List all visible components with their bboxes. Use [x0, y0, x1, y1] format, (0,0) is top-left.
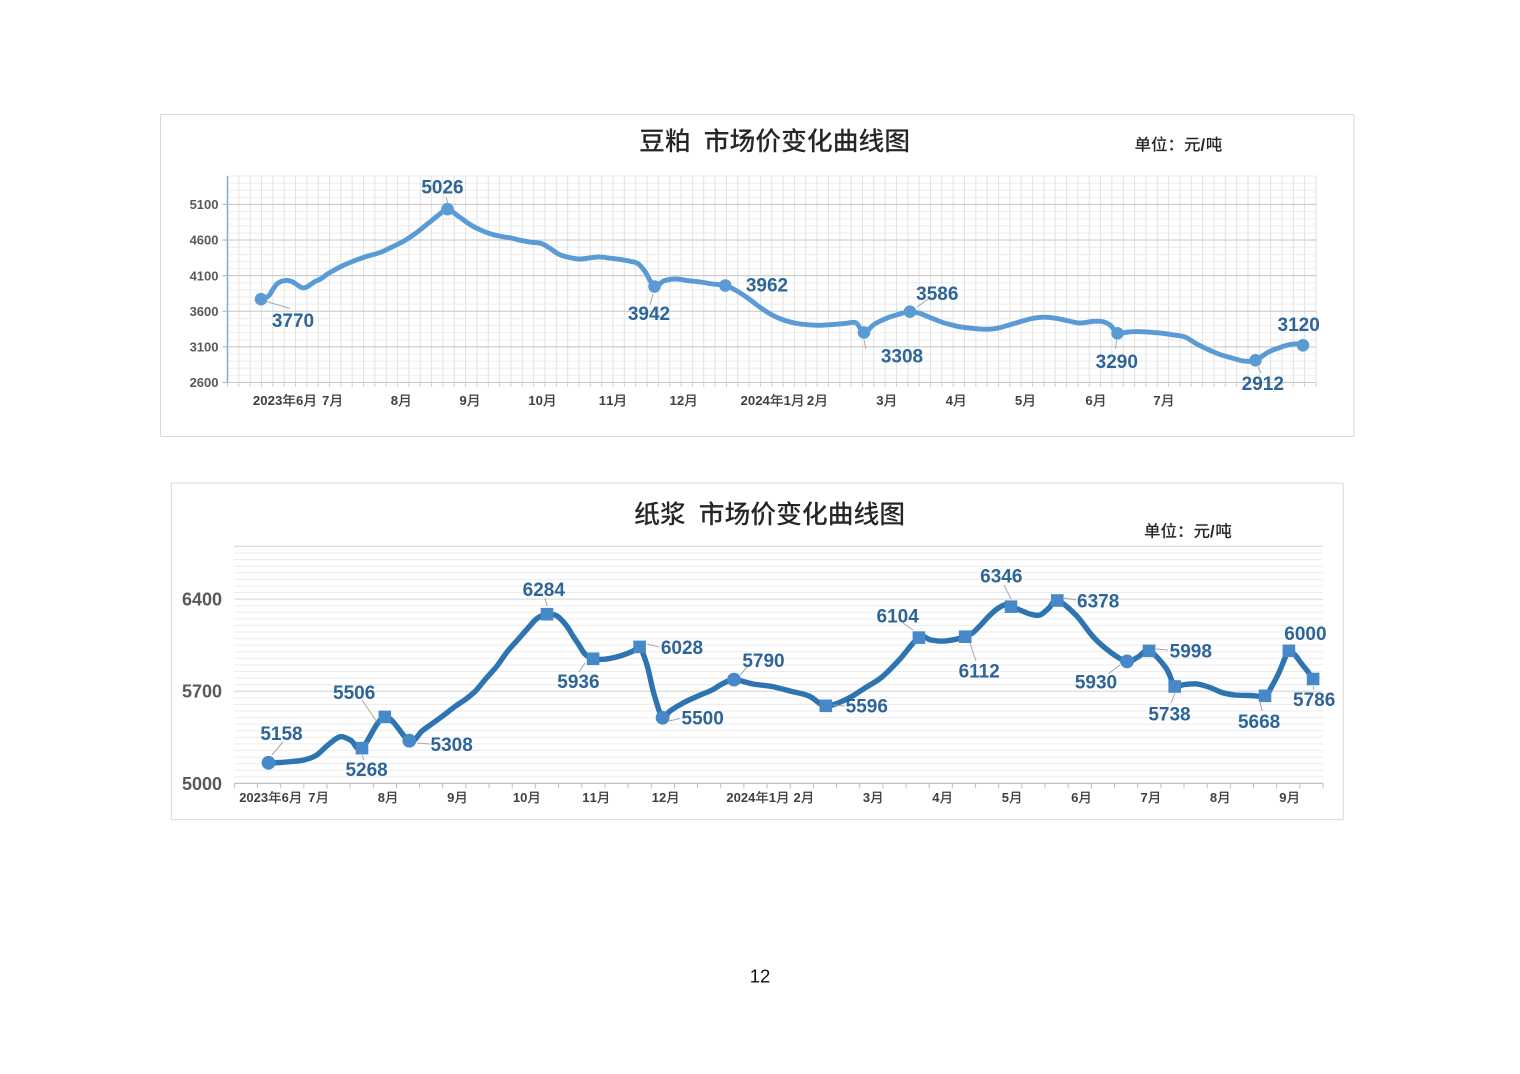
svg-text:10: 10 — [513, 790, 528, 805]
svg-text:5: 5 — [1002, 790, 1009, 805]
svg-text:7: 7 — [1141, 790, 1148, 805]
svg-text:5700: 5700 — [182, 682, 222, 702]
svg-text:5936: 5936 — [557, 672, 599, 693]
svg-text:5506: 5506 — [333, 683, 375, 704]
svg-text:7: 7 — [1153, 393, 1160, 408]
svg-text:10: 10 — [528, 393, 543, 408]
svg-text:/: / — [1210, 523, 1215, 541]
svg-text:11: 11 — [599, 393, 614, 408]
svg-text:3: 3 — [876, 393, 883, 408]
svg-text:5786: 5786 — [1293, 690, 1335, 711]
svg-text:2: 2 — [794, 790, 801, 805]
svg-text:6: 6 — [1085, 393, 1092, 408]
svg-text:3308: 3308 — [881, 347, 923, 368]
svg-text:5308: 5308 — [431, 735, 473, 756]
svg-text:6284: 6284 — [523, 580, 566, 601]
svg-text:2024: 2024 — [741, 393, 771, 408]
svg-text:5790: 5790 — [742, 651, 784, 672]
svg-text:5998: 5998 — [1170, 642, 1212, 663]
svg-text:6346: 6346 — [980, 567, 1022, 588]
svg-text:2600: 2600 — [190, 375, 219, 390]
svg-text:4: 4 — [932, 790, 940, 805]
svg-text:2912: 2912 — [1242, 374, 1284, 395]
svg-text:5738: 5738 — [1148, 704, 1190, 725]
svg-text:8: 8 — [1210, 790, 1217, 805]
svg-text:3586: 3586 — [916, 284, 958, 305]
svg-text:6378: 6378 — [1077, 591, 1119, 612]
svg-text:5: 5 — [1015, 393, 1022, 408]
svg-text:5930: 5930 — [1075, 672, 1117, 693]
svg-text:2024: 2024 — [726, 790, 756, 805]
svg-text:5100: 5100 — [190, 197, 219, 212]
svg-text:/: / — [1201, 136, 1206, 154]
svg-text:6028: 6028 — [661, 638, 703, 659]
svg-text:6400: 6400 — [182, 590, 222, 610]
svg-text:3942: 3942 — [628, 304, 670, 325]
svg-text:6104: 6104 — [877, 606, 920, 627]
svg-text:3770: 3770 — [272, 311, 314, 332]
svg-text:5158: 5158 — [260, 724, 302, 745]
svg-text:3290: 3290 — [1096, 352, 1138, 373]
svg-text:4100: 4100 — [190, 268, 219, 283]
svg-text:11: 11 — [582, 790, 597, 805]
svg-text:1: 1 — [769, 790, 776, 805]
svg-text:5500: 5500 — [682, 709, 724, 730]
svg-text:7: 7 — [308, 790, 315, 805]
svg-text:7: 7 — [322, 393, 329, 408]
svg-text:9: 9 — [459, 393, 466, 408]
svg-text:3600: 3600 — [190, 304, 219, 319]
svg-text:4: 4 — [946, 393, 954, 408]
svg-text:5026: 5026 — [421, 177, 463, 198]
svg-text:8: 8 — [378, 790, 385, 805]
svg-text:5596: 5596 — [846, 697, 888, 718]
svg-text:1: 1 — [784, 393, 791, 408]
svg-text:12: 12 — [750, 966, 771, 987]
svg-text:2: 2 — [807, 393, 814, 408]
svg-text:5268: 5268 — [345, 760, 387, 781]
svg-text:3100: 3100 — [190, 340, 219, 355]
svg-text:6: 6 — [296, 393, 303, 408]
svg-text:6112: 6112 — [959, 661, 1000, 682]
svg-text:5668: 5668 — [1238, 712, 1280, 733]
svg-text:2023: 2023 — [239, 790, 268, 805]
svg-text:6000: 6000 — [1284, 624, 1326, 645]
svg-text:9: 9 — [1279, 790, 1286, 805]
svg-text:12: 12 — [652, 790, 667, 805]
svg-text:4600: 4600 — [190, 233, 219, 248]
svg-text:3: 3 — [863, 790, 870, 805]
svg-text:3962: 3962 — [746, 275, 788, 296]
svg-text:8: 8 — [391, 393, 398, 408]
svg-text:9: 9 — [447, 790, 454, 805]
svg-text:6: 6 — [1071, 790, 1078, 805]
svg-text:12: 12 — [670, 393, 685, 408]
svg-text:5000: 5000 — [182, 774, 222, 794]
svg-text:6: 6 — [282, 790, 289, 805]
svg-text:2023: 2023 — [253, 393, 282, 408]
svg-text:3120: 3120 — [1278, 315, 1320, 336]
